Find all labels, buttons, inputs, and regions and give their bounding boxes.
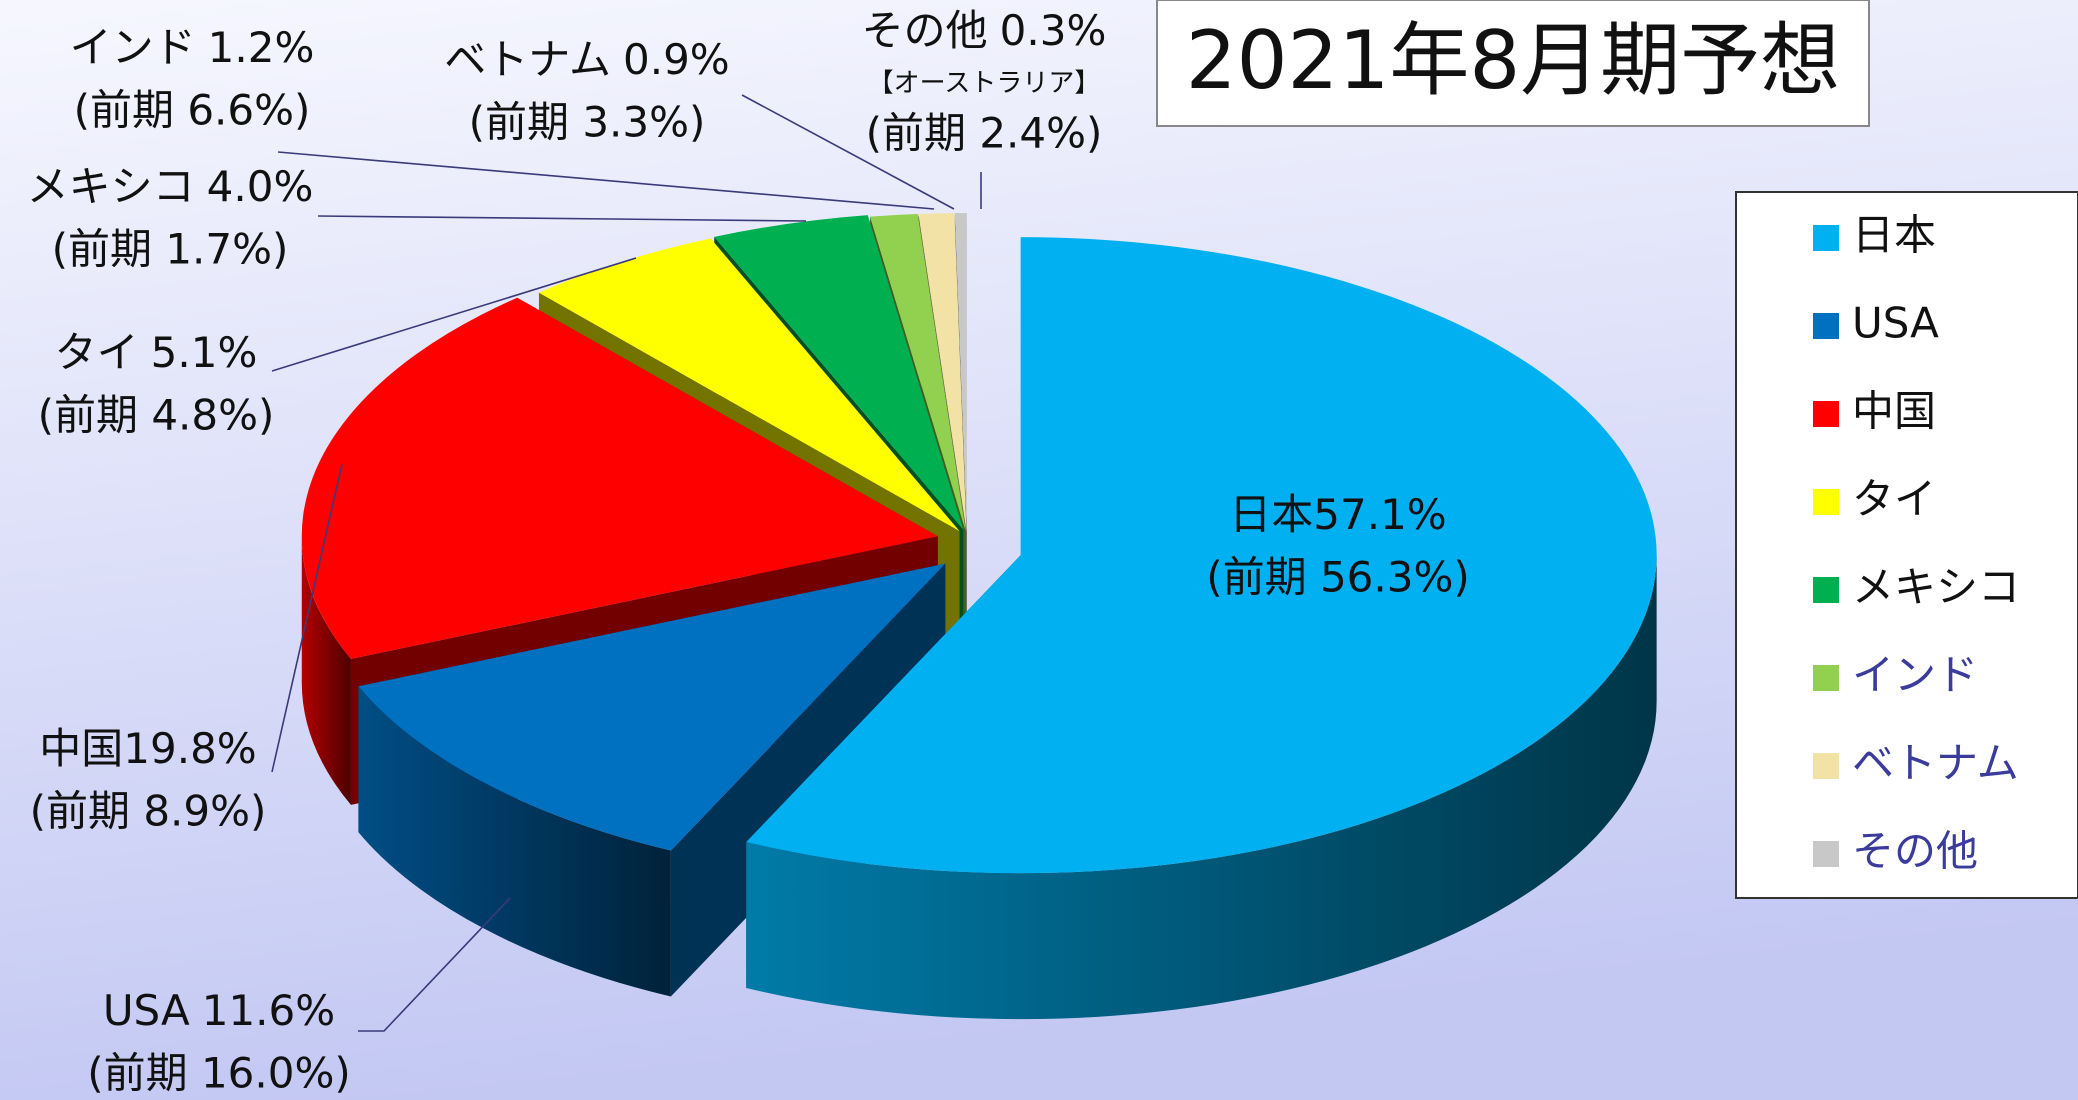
leader-line (271, 257, 637, 372)
pie-slice (714, 215, 964, 530)
legend-swatch (1813, 225, 1839, 251)
legend-label: メキシコ (1852, 563, 2020, 612)
legend-label: その他 (1852, 827, 1978, 876)
title-box (1156, 0, 1870, 127)
data-label: その他 0.3% (862, 6, 1107, 55)
data-label-value: 0.9% (623, 35, 730, 84)
chart-title: 2021年8月期予想 (1186, 14, 1841, 107)
pie-slice (870, 213, 966, 532)
slice-side (358, 686, 671, 997)
legend-swatch (1813, 313, 1839, 339)
previous-label: (前期 2.4%) (866, 109, 1103, 158)
legend-label: ベトナム (1852, 739, 2019, 788)
data-label-category: 中国 (39, 724, 123, 773)
annotation: 【オーストラリア】 (868, 69, 1101, 99)
data-label-value: 1.2% (208, 23, 315, 72)
data-label-value: 5.1% (151, 328, 258, 377)
pie-slice (746, 237, 1657, 874)
legend-swatch (1813, 665, 1839, 691)
previous-label: (前期 8.9%) (30, 787, 267, 836)
data-label-category: タイ (55, 328, 139, 377)
data-label-category: インド (70, 23, 196, 72)
data-label-category: USA (103, 986, 190, 1035)
leader-line (271, 463, 343, 773)
data-label-category: メキシコ (27, 162, 195, 211)
leader-lines (271, 94, 982, 1032)
data-label-value: 57.1% (1313, 490, 1446, 539)
pie (301, 213, 1657, 1020)
slice-side (301, 536, 351, 805)
previous-label: (前期 4.8%) (38, 391, 275, 440)
data-label-value: 19.8% (123, 724, 256, 773)
legend-swatch (1813, 753, 1839, 779)
leader-line (277, 151, 935, 210)
pie-slice (301, 297, 938, 659)
data-label-category: その他 (862, 6, 988, 55)
pie-slice (358, 563, 946, 851)
data-label: インド 1.2% (70, 23, 315, 72)
legend-label: インド (1852, 651, 1978, 700)
legend-label: USA (1852, 299, 1939, 348)
legend-label: 中国 (1852, 387, 1936, 436)
data-label-value: 11.6% (202, 986, 335, 1035)
previous-label: (前期 56.3%) (1206, 553, 1470, 602)
pie-slice (538, 238, 960, 532)
legend-swatch (1813, 401, 1839, 427)
leader-line (741, 94, 955, 210)
data-label: 日本57.1% (1229, 490, 1446, 539)
pie-slice (918, 213, 967, 532)
data-label: 中国19.8% (39, 724, 256, 773)
previous-label: (前期 3.3%) (469, 98, 706, 147)
leader-line (317, 215, 807, 222)
legend-box (1735, 191, 2078, 899)
previous-label: (前期 6.6%) (74, 86, 311, 135)
legend-label: 日本 (1852, 211, 1936, 260)
data-label: タイ 5.1% (55, 328, 258, 377)
previous-label: (前期 16.0%) (87, 1049, 351, 1098)
data-label: ベトナム 0.9% (444, 35, 729, 84)
data-label: メキシコ 4.0% (27, 162, 314, 211)
previous-label: (前期 1.7%) (52, 225, 289, 274)
legend-swatch (1813, 489, 1839, 515)
legend-swatch (1813, 577, 1839, 603)
data-label-value: 4.0% (207, 162, 314, 211)
legend-label: タイ (1852, 475, 1936, 524)
data-label-value: 0.3% (1000, 6, 1107, 55)
data-label: USA 11.6% (103, 986, 335, 1035)
data-label-category: 日本 (1229, 490, 1313, 539)
legend-swatch (1813, 841, 1839, 867)
slice-side (746, 555, 1657, 1020)
data-label-category: ベトナム (444, 35, 611, 84)
pie-slice (954, 213, 967, 532)
leader-line (358, 897, 511, 1032)
